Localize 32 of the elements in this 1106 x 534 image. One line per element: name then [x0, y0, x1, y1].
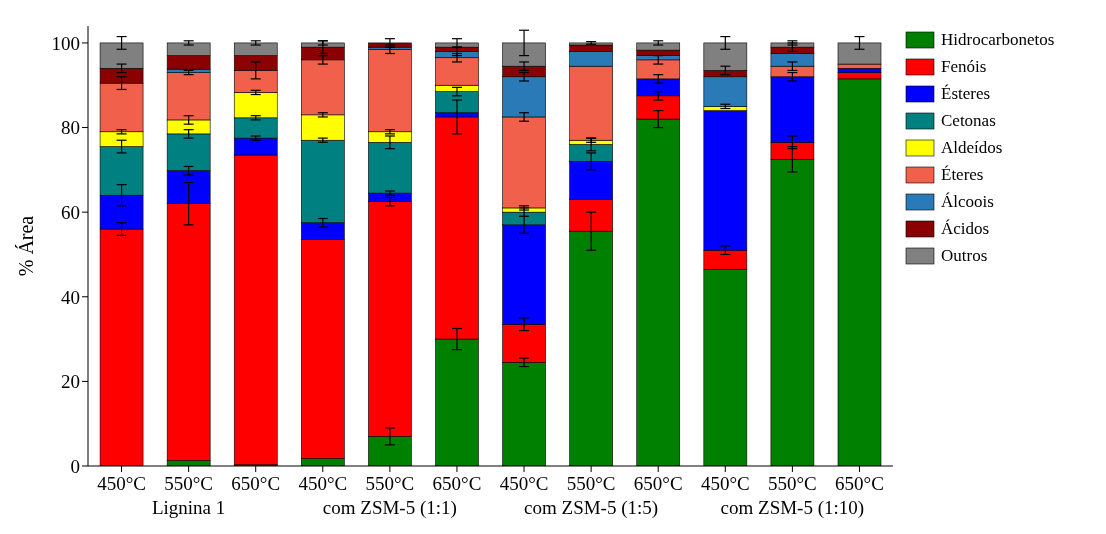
y-tick-label: 100	[51, 32, 80, 54]
x-tick-label: 650°C	[231, 473, 281, 494]
y-tick-label: 0	[70, 455, 80, 477]
x-tick-label: 550°C	[365, 473, 415, 494]
text: com ZSM-5 (1:1)	[322, 497, 457, 519]
y-tick-label: 40	[61, 286, 80, 308]
y-tick-label: 20	[61, 371, 80, 393]
text: Lignina 1	[151, 497, 226, 518]
legend-label: Hidrocarbonetos	[941, 29, 1055, 50]
legend-label: Outros	[941, 245, 988, 266]
x-tick-label: 650°C	[633, 473, 683, 494]
legend-label: Ácidos	[941, 218, 990, 239]
y-axis-title: % Área	[15, 215, 38, 277]
legend-label: Aldeídos	[941, 137, 1003, 158]
x-tick-label: 550°C	[164, 473, 214, 494]
legend-label: Cetonas	[941, 110, 996, 131]
x-tick-label: 450°C	[499, 473, 549, 494]
x-tick-label: 650°C	[835, 473, 884, 494]
legend-label: Álcoois	[941, 191, 994, 212]
legend-label: Ésteres	[941, 83, 991, 104]
x-tick-label: 550°C	[566, 473, 616, 494]
x-tick-label: 450°C	[97, 473, 146, 494]
legend-label: Fenóis	[941, 56, 987, 77]
x-tick-label: 550°C	[767, 473, 817, 494]
text: com ZSM-5 (1:5)	[524, 497, 659, 519]
y-tick-label: 60	[61, 201, 80, 223]
y-tick-label: 80	[61, 117, 80, 139]
text: com ZSM-5 (1:10)	[720, 497, 865, 519]
x-tick-label: 650°C	[432, 473, 482, 494]
x-tick-label: 450°C	[700, 473, 750, 494]
x-tick-label: 450°C	[298, 473, 348, 494]
legend-label: Éteres	[941, 164, 984, 185]
